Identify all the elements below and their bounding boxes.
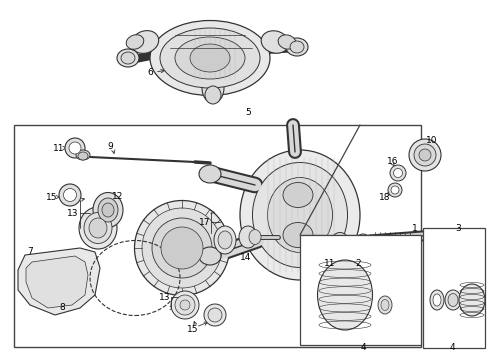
Text: 2: 2 [355, 258, 361, 267]
Ellipse shape [98, 198, 118, 222]
Ellipse shape [448, 293, 458, 306]
Ellipse shape [59, 184, 81, 206]
Ellipse shape [239, 226, 257, 248]
Ellipse shape [378, 296, 392, 314]
Ellipse shape [391, 186, 399, 194]
Ellipse shape [160, 28, 260, 88]
Text: 1: 1 [412, 224, 418, 233]
Text: 18: 18 [379, 193, 391, 202]
Ellipse shape [283, 183, 313, 207]
Text: 14: 14 [240, 253, 252, 262]
Ellipse shape [430, 290, 444, 310]
Ellipse shape [290, 41, 304, 53]
Text: 15: 15 [187, 325, 199, 334]
Ellipse shape [93, 193, 123, 228]
Ellipse shape [438, 232, 462, 248]
Ellipse shape [134, 201, 229, 296]
Ellipse shape [199, 247, 221, 265]
Polygon shape [26, 256, 88, 308]
Bar [423, 228, 485, 348]
Text: 7: 7 [27, 248, 33, 256]
Ellipse shape [121, 52, 135, 64]
Text: 13: 13 [159, 292, 171, 302]
Ellipse shape [69, 142, 81, 154]
Text: 4: 4 [360, 343, 366, 352]
Ellipse shape [445, 290, 461, 310]
Text: 12: 12 [112, 192, 123, 201]
Ellipse shape [204, 304, 226, 326]
Ellipse shape [76, 150, 90, 160]
Ellipse shape [171, 291, 199, 319]
Text: 17: 17 [199, 217, 211, 226]
Ellipse shape [126, 35, 144, 49]
Ellipse shape [278, 35, 296, 49]
Ellipse shape [419, 149, 431, 161]
Text: 16: 16 [387, 157, 399, 166]
Ellipse shape [175, 37, 245, 79]
Ellipse shape [175, 295, 195, 315]
Text: 5: 5 [245, 108, 251, 117]
Bar [14, 125, 421, 347]
Ellipse shape [414, 144, 436, 166]
Text: 9: 9 [107, 141, 113, 150]
Ellipse shape [390, 165, 406, 181]
Ellipse shape [286, 38, 308, 56]
Ellipse shape [64, 189, 76, 202]
Text: 10: 10 [426, 135, 438, 144]
Text: 11: 11 [53, 144, 65, 153]
Ellipse shape [354, 234, 372, 256]
Ellipse shape [261, 31, 289, 53]
Ellipse shape [142, 208, 222, 288]
Ellipse shape [161, 227, 203, 269]
Text: 3: 3 [455, 224, 461, 233]
Ellipse shape [89, 218, 107, 238]
Ellipse shape [190, 44, 230, 72]
Ellipse shape [381, 300, 389, 310]
Bar [300, 235, 421, 345]
Ellipse shape [249, 230, 261, 244]
Ellipse shape [65, 138, 85, 158]
Ellipse shape [318, 260, 372, 330]
Text: 4: 4 [449, 343, 455, 352]
Ellipse shape [393, 168, 402, 177]
Ellipse shape [152, 218, 212, 278]
Text: 8: 8 [59, 302, 65, 311]
Ellipse shape [283, 222, 313, 248]
Ellipse shape [252, 162, 347, 267]
Ellipse shape [388, 183, 402, 197]
Text: 13: 13 [67, 208, 79, 217]
Ellipse shape [240, 150, 360, 280]
Polygon shape [18, 248, 100, 315]
Ellipse shape [84, 212, 112, 243]
Ellipse shape [131, 31, 159, 53]
Text: 6: 6 [147, 68, 153, 77]
Ellipse shape [78, 152, 88, 160]
Ellipse shape [214, 226, 236, 254]
Text: 11: 11 [324, 258, 336, 267]
Ellipse shape [268, 177, 333, 252]
Ellipse shape [117, 49, 139, 67]
Ellipse shape [180, 300, 190, 310]
Ellipse shape [150, 21, 270, 95]
Ellipse shape [208, 308, 222, 322]
Ellipse shape [443, 235, 457, 245]
Ellipse shape [205, 86, 221, 104]
Ellipse shape [433, 294, 441, 306]
Ellipse shape [334, 237, 346, 253]
Ellipse shape [459, 284, 485, 316]
Ellipse shape [79, 207, 117, 249]
Ellipse shape [102, 203, 114, 217]
Ellipse shape [202, 73, 224, 103]
Ellipse shape [218, 231, 232, 249]
Ellipse shape [409, 139, 441, 171]
Ellipse shape [330, 233, 350, 257]
Text: 15: 15 [46, 193, 58, 202]
Ellipse shape [199, 165, 221, 183]
